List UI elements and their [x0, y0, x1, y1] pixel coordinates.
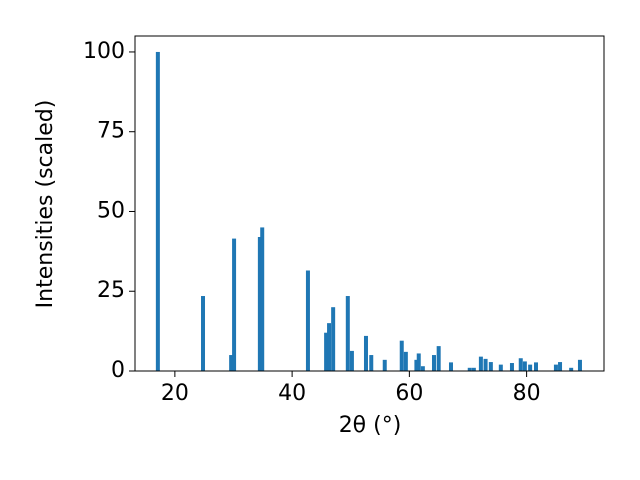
x-tick-label: 20 [161, 381, 189, 406]
bar [345, 296, 350, 371]
bar [201, 296, 206, 371]
bar [403, 351, 408, 371]
x-tick-label: 80 [513, 381, 541, 406]
bar [483, 358, 488, 371]
x-axis-label: 2θ (°) [339, 413, 402, 438]
x-tick-label: 60 [395, 381, 423, 406]
bar [436, 346, 441, 371]
bar [327, 323, 332, 371]
bar [399, 340, 404, 371]
bar [518, 358, 523, 371]
x-tick-label: 40 [278, 381, 306, 406]
bar [260, 227, 265, 371]
bar [305, 270, 310, 371]
bar [420, 366, 425, 371]
bar [416, 353, 421, 371]
bar [229, 355, 234, 371]
bar [324, 332, 329, 371]
y-tick-label: 50 [97, 198, 125, 223]
plot-frame [134, 35, 605, 372]
bar [232, 238, 237, 371]
bar [155, 51, 160, 371]
bar [382, 359, 387, 371]
y-tick-label: 100 [83, 39, 125, 64]
y-axis-label: Intensities (scaled) [33, 100, 58, 309]
bar [558, 362, 563, 371]
y-tick-label: 25 [97, 278, 125, 303]
bar [522, 361, 527, 371]
bar [488, 362, 493, 371]
bar [414, 359, 419, 371]
bar [349, 350, 354, 371]
y-tick-label: 0 [111, 358, 125, 383]
bar [448, 362, 453, 371]
bar [478, 356, 483, 371]
bar [498, 364, 503, 371]
bar [471, 367, 476, 371]
bar [363, 335, 368, 371]
bar [553, 364, 558, 371]
bar [509, 363, 514, 371]
bar [431, 355, 436, 371]
bar [467, 367, 472, 371]
bar [577, 359, 582, 371]
bar [528, 364, 533, 371]
bar [331, 307, 336, 371]
bar [257, 237, 262, 371]
bar [569, 367, 574, 371]
bar [369, 355, 374, 371]
y-tick-label: 75 [97, 119, 125, 144]
bar [533, 362, 538, 371]
